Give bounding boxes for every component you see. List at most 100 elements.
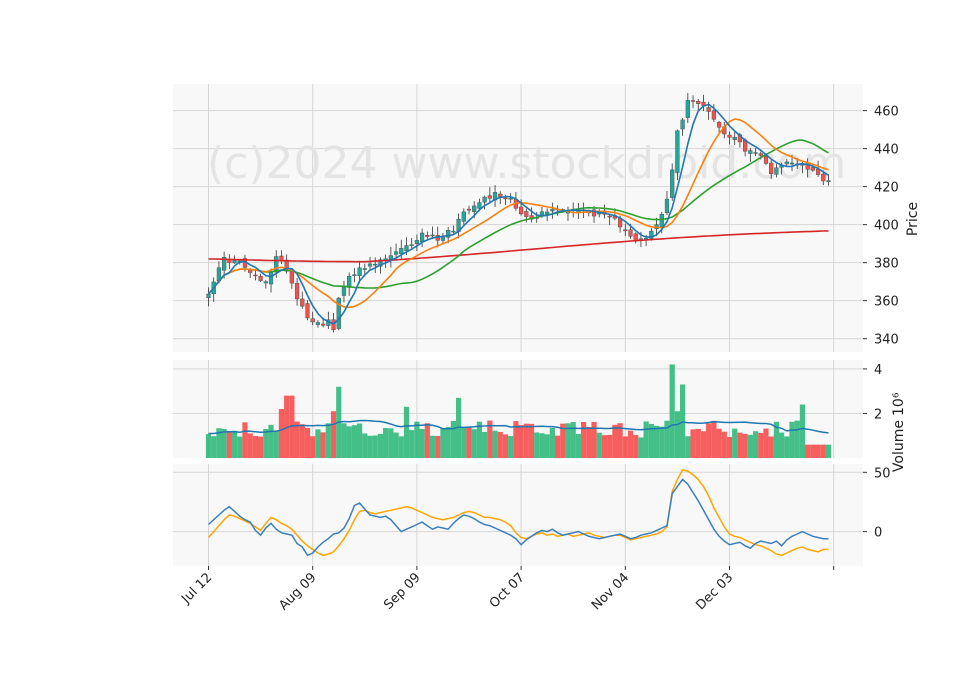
volume-bar bbox=[732, 428, 738, 458]
volume-bar bbox=[763, 428, 769, 458]
volume-bar bbox=[320, 432, 326, 458]
volume-bar bbox=[356, 423, 363, 458]
candle-body bbox=[352, 274, 357, 276]
candle-body bbox=[763, 156, 769, 164]
volume-bar bbox=[502, 434, 509, 458]
volume-bar bbox=[341, 423, 347, 458]
oscillator-layer bbox=[207, 469, 829, 557]
volume-bar bbox=[367, 435, 373, 458]
volume-axis-tick-label: 2 bbox=[874, 407, 882, 422]
volume-bar bbox=[487, 420, 493, 458]
volume-bar bbox=[737, 432, 743, 458]
volume-bar bbox=[476, 421, 483, 458]
candle-body bbox=[753, 152, 758, 154]
volume-bar bbox=[523, 423, 529, 458]
candle-body bbox=[284, 259, 289, 272]
candle-body bbox=[508, 198, 513, 200]
volume-bar bbox=[242, 422, 248, 458]
volume-bar bbox=[471, 429, 477, 458]
candle-body bbox=[336, 297, 341, 329]
volume-bar bbox=[315, 429, 321, 458]
candle-body bbox=[263, 281, 268, 284]
candle-body bbox=[545, 211, 550, 215]
candle-body bbox=[446, 230, 451, 238]
price-axis-tick-label: 460 bbox=[874, 105, 899, 120]
candle-body bbox=[420, 232, 425, 243]
moving-average-layer bbox=[207, 103, 829, 325]
candle-body bbox=[487, 195, 492, 199]
volume-bar bbox=[805, 444, 811, 458]
candle-body bbox=[477, 202, 482, 209]
candle-body bbox=[649, 230, 654, 239]
volume-axis-label: Volume bbox=[891, 420, 907, 472]
candle-body bbox=[685, 100, 690, 118]
volume-bar bbox=[299, 424, 305, 458]
candle-body bbox=[784, 161, 789, 165]
candle-body bbox=[821, 173, 826, 182]
volume-bar bbox=[612, 424, 618, 458]
candle-body bbox=[399, 248, 404, 254]
volume-bar bbox=[492, 430, 498, 458]
volume-bar bbox=[794, 420, 800, 458]
volume-bar bbox=[273, 430, 279, 458]
price-panel bbox=[173, 84, 863, 352]
candle-body bbox=[300, 298, 305, 307]
volume-bar bbox=[445, 427, 451, 458]
volume-bar bbox=[648, 423, 654, 458]
volume-bar bbox=[659, 426, 665, 458]
volume-bar bbox=[383, 428, 389, 458]
volume-bar bbox=[789, 421, 795, 458]
volume-bar bbox=[815, 444, 821, 458]
candle-body bbox=[268, 272, 274, 285]
volume-bar bbox=[518, 425, 524, 458]
x-axis-tick-label: Sep 09 bbox=[381, 570, 424, 613]
volume-bar bbox=[414, 421, 420, 458]
candle-body bbox=[294, 282, 300, 300]
candle-body bbox=[732, 136, 737, 141]
volume-bar bbox=[388, 428, 394, 458]
candle-body bbox=[659, 214, 664, 227]
candle-body bbox=[769, 162, 774, 174]
volume-bar bbox=[768, 436, 774, 458]
volume-bar bbox=[419, 428, 425, 458]
volume-bar bbox=[799, 404, 806, 458]
volume-bar bbox=[351, 425, 357, 458]
volume-bar bbox=[310, 436, 316, 458]
candle-body bbox=[206, 293, 211, 299]
volume-bar bbox=[591, 421, 597, 458]
volume-bar bbox=[820, 444, 826, 458]
volume-bar bbox=[534, 432, 540, 458]
candle-body bbox=[466, 208, 472, 211]
candle-body bbox=[550, 209, 555, 212]
volume-bar bbox=[304, 427, 311, 458]
volume-bar bbox=[278, 409, 285, 458]
candle-body bbox=[524, 211, 529, 217]
candle-body bbox=[310, 318, 315, 323]
candle-body bbox=[305, 303, 310, 319]
candle-body bbox=[393, 251, 399, 255]
volume-bar bbox=[601, 435, 608, 458]
volume-bar bbox=[403, 406, 410, 458]
volume-bar bbox=[497, 431, 503, 458]
ma-mid-line bbox=[207, 118, 829, 309]
volume-bar bbox=[560, 423, 566, 458]
volume-bar bbox=[742, 433, 748, 458]
volume-bar bbox=[721, 431, 727, 458]
candle-body bbox=[519, 206, 524, 215]
volume-bar bbox=[325, 423, 331, 458]
volume-bar bbox=[570, 422, 576, 458]
volume-bar bbox=[653, 425, 660, 458]
candle-body bbox=[357, 267, 362, 277]
candle-body bbox=[253, 274, 258, 277]
volume-bar bbox=[643, 421, 649, 458]
volume-axis-label-group: Volume 10⁶ bbox=[891, 392, 907, 472]
volume-bar bbox=[700, 431, 707, 458]
volume-bars bbox=[205, 364, 832, 458]
candle-body bbox=[810, 167, 815, 171]
oscillator-line-2 bbox=[207, 469, 829, 557]
volume-bar bbox=[716, 428, 722, 458]
candle-body bbox=[711, 110, 716, 120]
candle-body bbox=[670, 169, 675, 198]
volume-bar bbox=[622, 436, 628, 458]
